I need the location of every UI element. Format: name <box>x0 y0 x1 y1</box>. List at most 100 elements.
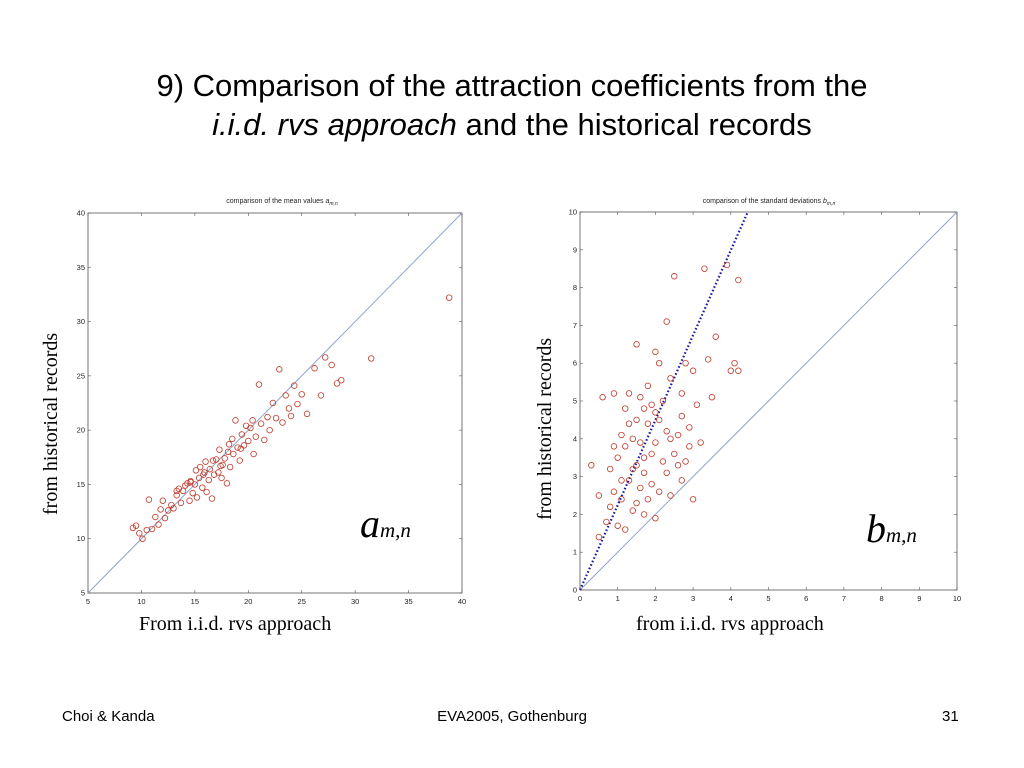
right-data-point <box>637 439 644 446</box>
right-data-point <box>667 492 674 499</box>
left-data-point <box>196 463 204 471</box>
left-data-point <box>208 495 216 502</box>
left-data-point <box>199 484 206 491</box>
right-data-point <box>588 462 595 469</box>
footer-conference: EVA2005, Gothenburg <box>437 708 587 725</box>
right-data-point <box>678 390 685 397</box>
right-x-tick-label: 0 <box>578 594 582 603</box>
left-x-tick-label: 5 <box>86 597 90 606</box>
right-data-point <box>652 409 659 416</box>
left-data-point <box>338 376 345 384</box>
left-data-point <box>187 479 194 486</box>
right-chart-title-subscript: m,n <box>827 201 836 207</box>
right-x-tick-label: 6 <box>804 594 808 603</box>
left-x-tick-label: 30 <box>351 597 359 606</box>
left-data-point <box>240 442 248 449</box>
right-data-point <box>723 261 731 269</box>
right-data-point <box>708 394 716 401</box>
right-data-point <box>671 450 678 458</box>
right-data-point <box>618 496 625 503</box>
left-data-point <box>193 494 201 501</box>
left-data-point <box>317 392 325 399</box>
right-data-point <box>622 526 629 533</box>
left-x-tick-label: 20 <box>244 597 252 606</box>
right-data-point <box>633 462 640 469</box>
left-x-tick-label: 10 <box>137 597 145 606</box>
right-data-point <box>637 484 644 492</box>
right-data-point <box>704 356 712 363</box>
right-data-point <box>629 465 636 473</box>
right-data-point <box>671 273 678 280</box>
right-data-point <box>667 375 674 382</box>
left-data-point <box>328 361 335 369</box>
right-chart-title: comparison of the standard deviations bm… <box>703 198 836 207</box>
right-data-point <box>637 394 644 401</box>
right-x-tick-label: 3 <box>691 594 695 603</box>
left-data-point <box>294 400 301 408</box>
left-x-tick-label: 15 <box>191 597 199 606</box>
right-data-point <box>629 435 636 442</box>
right-x-axis-label: from i.i.d. rvs approach <box>636 613 824 635</box>
right-data-point <box>682 359 689 367</box>
right-math-symbol: bm,n <box>866 505 917 552</box>
slide-title-line1: 9) Comparison of the attraction coeffici… <box>156 68 868 103</box>
right-data-point <box>689 496 697 503</box>
right-data-point <box>678 477 685 484</box>
right-data-point <box>682 458 689 465</box>
right-data-point <box>595 492 603 499</box>
left-data-point <box>367 355 375 362</box>
right-y-tick-label: 8 <box>573 283 577 292</box>
right-data-point <box>640 511 648 518</box>
left-x-tick-label: 40 <box>458 597 466 606</box>
left-data-point <box>234 444 241 451</box>
left-data-point <box>333 380 341 387</box>
right-data-point <box>648 450 655 458</box>
right-x-tick-label: 5 <box>766 594 770 603</box>
left-data-point <box>201 469 208 476</box>
left-data-point <box>282 392 289 399</box>
right-data-point <box>693 401 701 408</box>
slide-title-italic: i.i.d. rvs approach <box>212 107 457 142</box>
left-symbol-main: a <box>360 501 380 546</box>
right-symbol-subscript: m,n <box>886 523 917 547</box>
left-data-point <box>255 381 263 388</box>
left-data-point <box>276 366 283 373</box>
left-data-point <box>173 487 180 495</box>
right-data-point <box>686 424 693 431</box>
left-data-point <box>159 497 166 504</box>
left-y-tick-label: 5 <box>81 589 85 598</box>
left-x-axis-label: From i.i.d. rvs approach <box>139 613 332 635</box>
left-data-point <box>311 365 318 372</box>
right-data-point <box>663 318 670 325</box>
right-data-point <box>633 416 640 424</box>
left-y-tick-label: 10 <box>77 534 85 543</box>
right-data-point <box>603 518 610 526</box>
left-data-point <box>157 506 164 513</box>
left-data-point <box>179 487 187 495</box>
left-y-tick-label: 35 <box>77 263 85 272</box>
mean-values-scatter-chart: comparison of the mean values am,n 5 10 15… <box>77 198 467 606</box>
left-data-point <box>186 497 193 504</box>
right-data-point <box>633 499 640 507</box>
right-data-point <box>731 359 738 367</box>
right-data-point <box>648 480 655 488</box>
left-data-point <box>168 501 175 509</box>
left-x-tick-label: 25 <box>298 597 306 606</box>
left-data-point <box>192 467 200 474</box>
left-reference-line <box>87 212 463 594</box>
right-data-point <box>655 488 663 495</box>
left-data-point <box>129 524 137 532</box>
left-data-point <box>285 405 293 412</box>
right-reference-line <box>579 211 958 591</box>
right-data-point <box>686 443 693 450</box>
left-data-point <box>287 412 295 420</box>
right-data-point <box>640 454 648 461</box>
left-data-point <box>216 446 223 453</box>
right-data-point <box>606 465 614 473</box>
left-data-point <box>264 413 271 421</box>
right-data-point <box>614 454 621 461</box>
left-data-point <box>445 294 453 301</box>
left-data-point <box>303 410 311 418</box>
right-data-point <box>727 367 734 374</box>
left-x-tick-label: 35 <box>404 597 412 606</box>
